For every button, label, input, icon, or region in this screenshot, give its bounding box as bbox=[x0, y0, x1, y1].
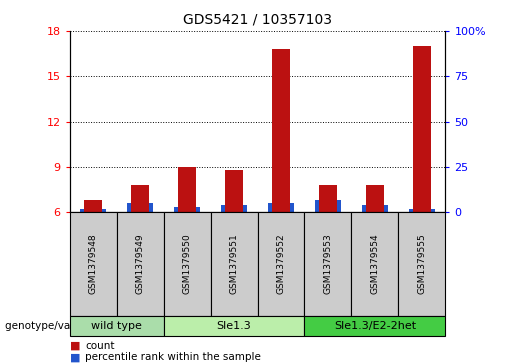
Text: percentile rank within the sample: percentile rank within the sample bbox=[85, 352, 261, 362]
Text: Sle1.3/E2-2het: Sle1.3/E2-2het bbox=[334, 321, 416, 331]
Text: GSM1379553: GSM1379553 bbox=[323, 234, 333, 294]
Bar bbox=[319, 185, 337, 212]
Bar bbox=[315, 200, 341, 212]
Bar bbox=[83, 200, 102, 212]
Bar bbox=[271, 49, 290, 212]
Text: GSM1379554: GSM1379554 bbox=[370, 234, 380, 294]
Text: ■: ■ bbox=[70, 340, 80, 351]
Text: count: count bbox=[85, 340, 114, 351]
Text: GSM1379555: GSM1379555 bbox=[418, 234, 426, 294]
Text: GSM1379550: GSM1379550 bbox=[182, 234, 192, 294]
Title: GDS5421 / 10357103: GDS5421 / 10357103 bbox=[183, 13, 332, 27]
Bar bbox=[221, 205, 247, 212]
Bar bbox=[131, 185, 149, 212]
Bar bbox=[178, 167, 196, 212]
Bar bbox=[268, 203, 294, 212]
Text: GSM1379551: GSM1379551 bbox=[230, 234, 238, 294]
Bar bbox=[80, 209, 106, 212]
Text: GSM1379549: GSM1379549 bbox=[135, 234, 145, 294]
Text: genotype/variation  ▶: genotype/variation ▶ bbox=[5, 321, 119, 331]
Text: ■: ■ bbox=[70, 352, 80, 362]
Text: GSM1379548: GSM1379548 bbox=[89, 234, 97, 294]
Bar bbox=[413, 46, 432, 212]
Bar bbox=[409, 209, 435, 212]
Bar bbox=[225, 170, 244, 212]
Bar bbox=[366, 185, 384, 212]
Bar bbox=[362, 205, 388, 212]
Bar bbox=[174, 207, 200, 212]
Bar bbox=[127, 203, 153, 212]
Text: GSM1379552: GSM1379552 bbox=[277, 234, 285, 294]
Text: Sle1.3: Sle1.3 bbox=[217, 321, 251, 331]
Text: wild type: wild type bbox=[91, 321, 142, 331]
